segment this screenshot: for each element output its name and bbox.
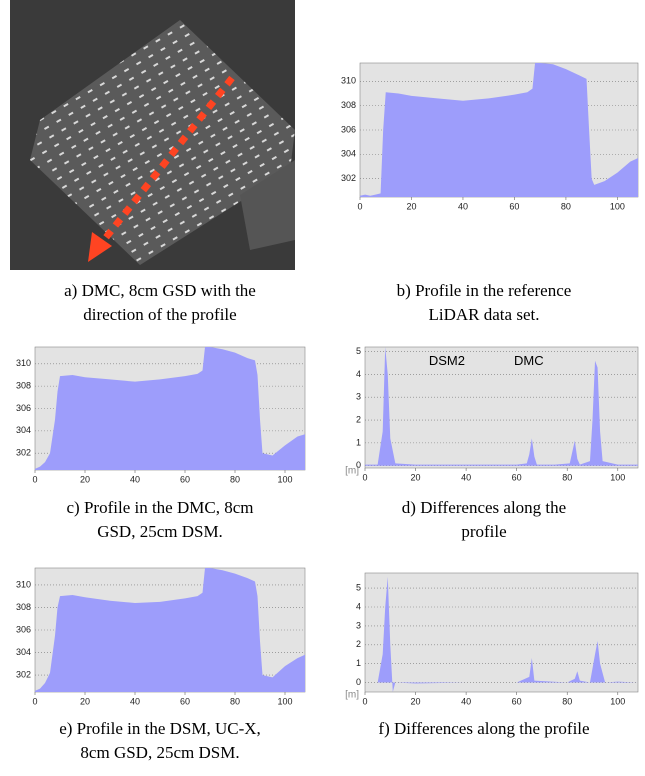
x-tick-label: 60 — [512, 696, 522, 706]
area — [365, 347, 638, 466]
y-tick-label: 308 — [16, 381, 31, 391]
x-tick-label: 100 — [610, 472, 625, 482]
x-tick-label: 40 — [130, 474, 140, 484]
x-tick-label: 20 — [411, 472, 421, 482]
y-unit-label: [m] — [345, 466, 359, 477]
x-tick-label: 40 — [461, 696, 471, 706]
x-tick-label: 0 — [357, 201, 362, 211]
y-tick-label: 304 — [341, 149, 356, 159]
x-tick-label: 40 — [130, 696, 140, 706]
y-tick-label: 5 — [356, 346, 361, 356]
caption: f) Differences along the profile — [378, 719, 589, 738]
y-tick-label: 1 — [356, 437, 361, 447]
area — [35, 568, 305, 692]
y-tick-label: 4 — [356, 601, 361, 611]
x-tick-label: 20 — [411, 696, 421, 706]
y-tick-label: 308 — [16, 602, 31, 612]
y-tick-label: 5 — [356, 582, 361, 592]
caption: LiDAR data set. — [429, 305, 540, 324]
x-tick-label: 100 — [610, 696, 625, 706]
y-tick-label: 304 — [16, 425, 31, 435]
x-tick-label: 60 — [509, 201, 519, 211]
x-tick-label: 0 — [32, 474, 37, 484]
y-tick-label: 310 — [341, 76, 356, 86]
x-tick-label: 60 — [512, 472, 522, 482]
x-tick-label: 60 — [180, 696, 190, 706]
caption: 8cm GSD, 25cm DSM. — [80, 743, 239, 762]
x-tick-label: 80 — [230, 696, 240, 706]
y-tick-label: 310 — [16, 358, 31, 368]
x-tick-label: 100 — [277, 696, 292, 706]
caption: a) DMC, 8cm GSD with the — [64, 281, 256, 300]
x-tick-label: 0 — [362, 472, 367, 482]
area — [360, 63, 638, 197]
caption: GSD, 25cm DSM. — [97, 522, 223, 541]
x-tick-label: 20 — [80, 474, 90, 484]
y-tick-label: 306 — [16, 624, 31, 634]
x-tick-label: 80 — [562, 472, 572, 482]
caption: e) Profile in the DSM, UC-X, — [59, 719, 261, 738]
y-tick-label: 3 — [356, 620, 361, 630]
y-unit-label: [m] — [345, 690, 359, 701]
caption: profile — [461, 522, 506, 541]
y-tick-label: 2 — [356, 414, 361, 424]
area — [35, 347, 305, 470]
y-tick-label: 302 — [16, 448, 31, 458]
x-tick-label: 80 — [562, 696, 572, 706]
caption: direction of the profile — [83, 305, 236, 324]
annotation: DMC — [514, 353, 544, 368]
y-tick-label: 304 — [16, 647, 31, 657]
y-tick-label: 4 — [356, 369, 361, 379]
x-tick-label: 0 — [362, 696, 367, 706]
x-tick-label: 100 — [277, 474, 292, 484]
annotation: DSM2 — [429, 353, 465, 368]
caption: d) Differences along the — [402, 498, 566, 517]
x-tick-label: 40 — [458, 201, 468, 211]
x-tick-label: 20 — [406, 201, 416, 211]
x-tick-label: 40 — [461, 472, 471, 482]
y-tick-label: 2 — [356, 639, 361, 649]
aerial-image — [10, 0, 295, 270]
x-tick-label: 80 — [561, 201, 571, 211]
y-tick-label: 306 — [341, 124, 356, 134]
y-tick-label: 306 — [16, 403, 31, 413]
x-tick-label: 0 — [32, 696, 37, 706]
y-tick-label: 3 — [356, 392, 361, 402]
y-tick-label: 0 — [356, 677, 361, 687]
caption: c) Profile in the DMC, 8cm — [67, 498, 254, 517]
y-tick-label: 308 — [341, 100, 356, 110]
x-tick-label: 20 — [80, 696, 90, 706]
y-tick-label: 1 — [356, 658, 361, 668]
caption: b) Profile in the reference — [397, 281, 572, 300]
x-tick-label: 60 — [180, 474, 190, 484]
x-tick-label: 100 — [610, 201, 625, 211]
x-tick-label: 80 — [230, 474, 240, 484]
y-tick-label: 0 — [356, 460, 361, 470]
y-tick-label: 302 — [341, 173, 356, 183]
y-tick-label: 310 — [16, 579, 31, 589]
y-tick-label: 302 — [16, 669, 31, 679]
